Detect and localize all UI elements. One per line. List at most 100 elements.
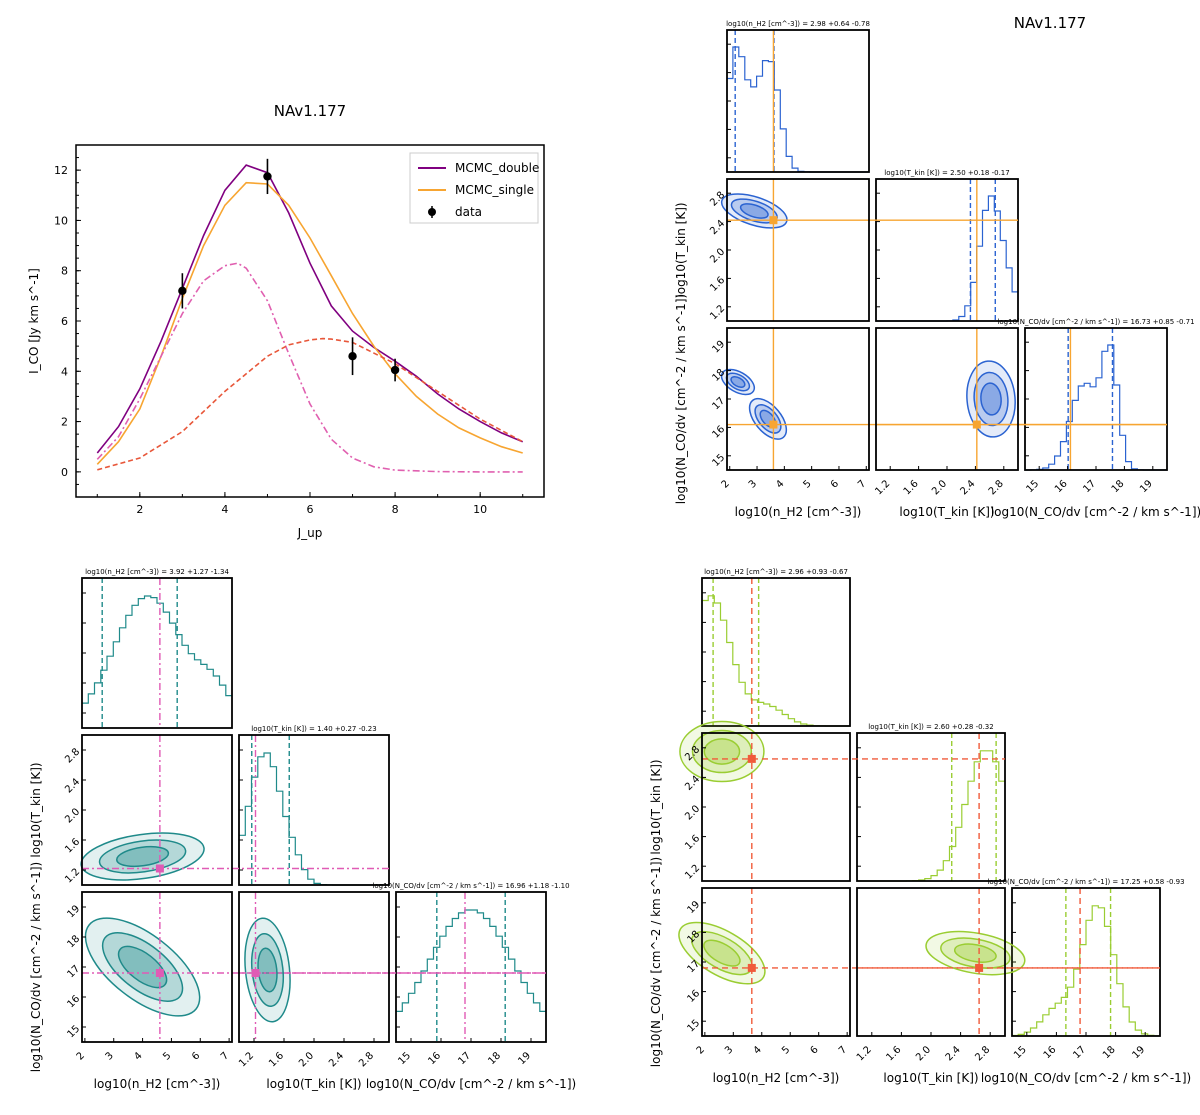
y-tick-label: 15 [65,1023,82,1040]
contour-level [101,932,184,1002]
y-tick-label: 17 [65,963,82,980]
x-axis-label: log10(N_CO/dv [cm^-2 / km s^-1]) [981,1071,1191,1085]
contour-level [244,917,291,1023]
best-fit-marker [747,754,756,763]
y-tick-label: 6 [61,315,68,328]
contour-level [953,943,997,963]
histogram-steps [239,752,389,886]
contour-panel-1-0 [720,178,1018,322]
series-line-3 [97,337,524,471]
y-tick-label: 8 [61,265,68,278]
y-tick-label: 2.0 [708,246,727,265]
series-line-1 [96,181,523,465]
y-tick-label: 2.4 [708,218,727,237]
x-tick-label: 6 [829,478,841,490]
y-tick-label: 17 [710,395,727,412]
x-axis-label: log10(n_H2 [cm^-3]) [735,505,862,519]
contour-level [703,939,741,967]
contour-panel-1-0 [80,734,389,886]
y-tick-label: 19 [685,899,702,916]
histogram-steps [702,595,850,727]
panel-frame [875,178,1019,322]
panel-frame [1011,887,1161,1037]
y-tick-label: 1.6 [63,836,82,855]
panel-frame [856,732,1006,882]
y-tick-label: 0 [61,466,68,479]
x-axis-label: log10(N_CO/dv [cm^-2 / km s^-1]) [366,1077,576,1091]
best-fit-marker [972,420,981,429]
panel-frame [726,327,870,471]
x-axis-label: log10(T_kin [K]) [899,505,994,519]
data-point [390,365,400,375]
x-tick-label: 16 [426,1050,443,1067]
panel-frame [726,29,870,173]
x-tick-label: 3 [104,1050,116,1062]
x-tick-label: 2 [695,1044,707,1056]
best-fit-marker [155,864,164,873]
histogram-steps [857,750,1005,882]
best-fit-marker [747,963,756,972]
x-tick-label: 1.2 [237,1050,256,1069]
best-fit-marker [769,216,778,225]
corner-blue: NAv1.177 log10(n_H2 [cm^-3]) = 2.98 +0.64… [674,14,1200,519]
diag-panel-2: log10(N_CO/dv [cm^-2 / km s^-1]) = 16.96… [372,882,570,1043]
contour-panel-2-1 [875,327,1167,471]
x-tick-label: 4 [774,478,786,490]
x-tick-label: 2.8 [987,478,1006,497]
x-tick-label: 18 [1101,1044,1118,1061]
contour-level [980,382,1002,416]
x-tick-label: 2.8 [357,1050,376,1069]
x-axis-label: J_up [297,526,323,540]
x-tick-label: 6 [190,1050,202,1062]
best-fit-marker [155,969,164,977]
x-tick-label: 16 [1053,478,1070,495]
y-tick-label: 16 [685,988,702,1005]
x-tick-label: 15 [1025,478,1042,495]
y-tick-label: 15 [685,1018,702,1035]
diag-panel-1: log10(T_kin [K]) = 1.40 +0.27 -0.23 [238,725,390,886]
x-tick-label: 19 [1138,478,1155,495]
legend-label: data [455,205,482,219]
histogram-steps [1012,905,1160,1037]
contour-level [730,375,746,388]
x-tick-label: 15 [1012,1044,1029,1061]
best-fit-marker [975,963,984,972]
x-tick-label: 2.4 [327,1050,346,1069]
x-axis-label: log10(T_kin [K]) [883,1071,978,1085]
y-tick-label: 2.8 [63,746,82,765]
contour-level [116,845,170,868]
histogram-steps [82,595,232,704]
x-tick-label: 2.4 [958,478,977,497]
diag-panel-1: log10(T_kin [K]) = 2.50 +0.18 -0.17 [875,169,1019,322]
contour-panel-1-0 [679,720,1005,882]
panel-frame [701,577,851,727]
y-tick-label: 19 [65,903,82,920]
x-tick-label: 8 [392,503,399,516]
x-tick-label: 2.4 [944,1044,963,1063]
y-tick-label: 15 [710,452,727,469]
histogram-steps [876,195,1018,322]
x-tick-label: 16 [1042,1044,1059,1061]
y-tick-label: 12 [54,164,68,177]
histogram-steps [727,46,869,173]
panel-title: log10(n_H2 [cm^-3]) = 2.96 +0.93 -0.67 [704,568,848,576]
y-tick-label: 19 [710,339,727,356]
x-tick-label: 15 [396,1050,413,1067]
panel-title: log10(n_H2 [cm^-3]) = 2.98 +0.64 -0.78 [726,20,870,28]
x-axis-label: log10(N_CO/dv [cm^-2 / km s^-1]) [991,505,1200,519]
contour-level [691,729,753,774]
panel-title: log10(T_kin [K]) = 2.50 +0.18 -0.17 [884,169,1009,177]
contour-panel-2-0 [81,891,546,1043]
y-tick-label: 1.2 [683,863,702,882]
y-tick-label: 2 [61,416,68,429]
contour-level [739,203,769,219]
best-fit-marker [769,420,778,429]
corner-green: log10(n_H2 [cm^-3]) = 2.96 +0.93 -0.67 lo… [649,568,1191,1085]
x-tick-label: 7 [837,1044,849,1056]
panel-title: log10(T_kin [K]) = 1.40 +0.27 -0.23 [251,725,376,733]
contour-level [748,397,788,440]
corner-teal: log10(n_H2 [cm^-3]) = 3.92 +1.27 -1.34 lo… [29,568,576,1091]
x-tick-label: 2.0 [930,478,949,497]
y-tick-label: 18 [65,933,82,950]
legend-swatch [428,208,436,216]
